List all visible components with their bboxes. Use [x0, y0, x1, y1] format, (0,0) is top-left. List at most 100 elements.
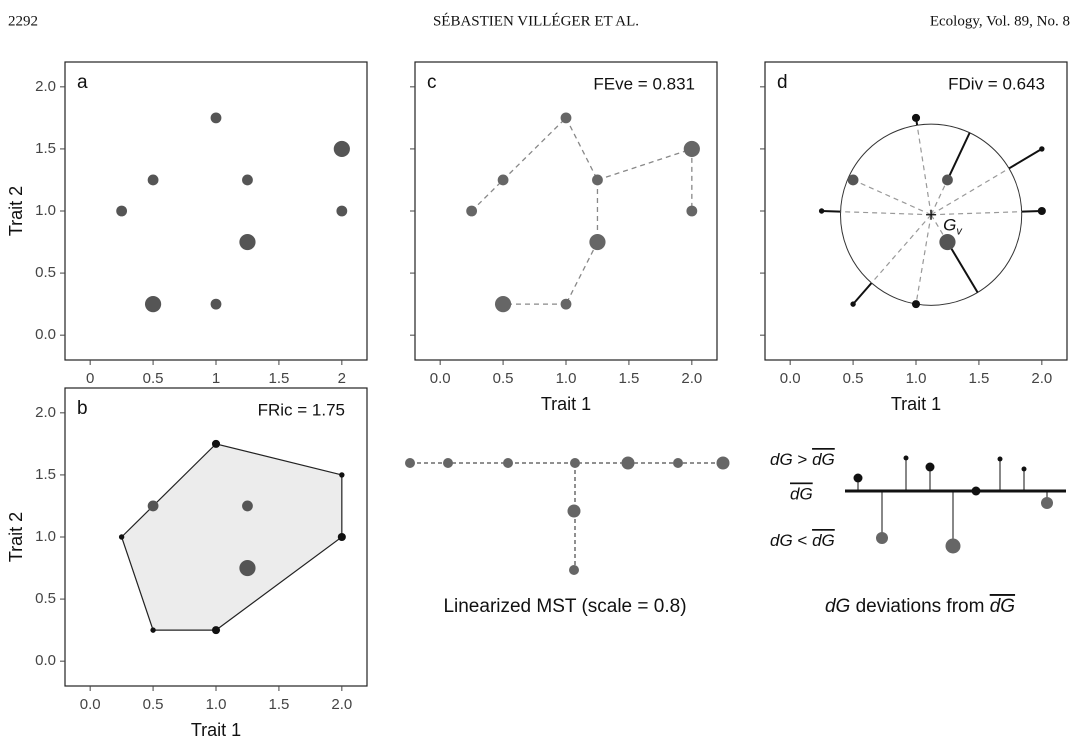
y-tick-label: 0.0 [35, 652, 56, 669]
y-axis-label: Trait 2 [6, 512, 26, 562]
species-point [239, 233, 256, 251]
deviation-line [821, 210, 841, 213]
deviation-line [1008, 148, 1043, 170]
dg-diagram: dG > dG dG dG < dG dG deviations from dG [770, 450, 1066, 617]
x-axis-label: Trait 1 [541, 394, 591, 414]
species-point [497, 174, 509, 186]
node [570, 458, 580, 468]
g-sub: v [956, 226, 963, 238]
panel-b: b FRic = 1.75 0.0 0.5 1.0 1.5 2.0 0.0 0.5 1.0 1.5 2… [6, 387, 368, 740]
journal: Ecology, Vol. 89, No. 8 [930, 13, 1070, 29]
node [716, 456, 730, 470]
x-tick-label: 1.5 [618, 370, 639, 387]
node [567, 504, 581, 518]
species-point [560, 112, 572, 124]
dg-mean: dG [812, 450, 835, 469]
panel-label: d [777, 72, 788, 93]
x-tick-label: 0.5 [143, 370, 164, 387]
species-point [686, 205, 698, 217]
panel-label: b [77, 398, 88, 419]
g-label: G [943, 216, 956, 235]
node [621, 456, 635, 470]
y-tick-label: 2.0 [35, 78, 56, 95]
y-axis-label: Trait 2 [6, 186, 26, 236]
species-point [592, 174, 603, 186]
species-point [589, 233, 606, 251]
mst-edge [565, 117, 599, 181]
deviation-line [852, 282, 873, 305]
species-point [118, 534, 125, 540]
plot-frame [414, 61, 718, 361]
species-point [150, 627, 156, 633]
species-point [210, 112, 222, 124]
node [1041, 497, 1053, 509]
x-tick-label: 1.5 [268, 370, 289, 387]
species-point [1039, 146, 1045, 152]
x-tick-label: 1.5 [268, 696, 289, 713]
panel-d: d FDiv = 0.643 0.0 0.5 1.0 1.5 2.0 Trait 1 Gv [760, 61, 1068, 414]
x-tick-label: 2.0 [331, 696, 352, 713]
distance-line [930, 148, 1043, 216]
node [903, 455, 909, 461]
dg: dG [770, 531, 793, 550]
species-point [242, 500, 253, 512]
dg-caption: dG deviations from dG [825, 596, 1015, 617]
mean-distance-circle [840, 123, 1023, 306]
species-point [683, 140, 700, 158]
x-axis-label: Trait 1 [891, 394, 941, 414]
species-point [818, 208, 825, 214]
gravity-center [926, 209, 937, 220]
species-point [939, 233, 956, 251]
node [673, 458, 683, 468]
plot-frame [64, 61, 368, 361]
distance-line [915, 117, 932, 215]
x-tick-label: 2.0 [681, 370, 702, 387]
species-point [850, 301, 856, 307]
distance-line [852, 214, 932, 305]
species-point [1037, 206, 1046, 216]
species-point [336, 205, 348, 217]
dg: dG [770, 450, 793, 469]
op: < [793, 531, 812, 550]
mst-caption: Linearized MST (scale = 0.8) [443, 596, 686, 617]
species-point [116, 205, 128, 217]
mst-edge [502, 117, 567, 181]
mst-diagram: Linearized MST (scale = 0.8) [405, 456, 730, 617]
node [971, 486, 981, 496]
caption-text: deviations from [850, 596, 989, 617]
gravity-center-label: Gv [943, 216, 963, 237]
species-point [466, 205, 478, 217]
panel-c: c FEve = 0.831 0.0 0.5 1.0 1.5 2.0 Trait 1 [410, 61, 718, 414]
species-point [147, 174, 159, 186]
node [945, 538, 961, 554]
species-point [333, 140, 350, 158]
species-point [210, 298, 222, 310]
convex-hull [120, 443, 343, 631]
species-point [144, 296, 162, 313]
species-point [494, 296, 512, 313]
node [405, 458, 415, 468]
node [443, 458, 453, 468]
species-point [942, 174, 953, 186]
species-point [239, 559, 256, 577]
node [853, 473, 863, 483]
panel-label: c [427, 72, 437, 93]
y-tick-label: 0.0 [35, 326, 56, 343]
distance-line [852, 179, 932, 216]
dg-mean: dG [812, 531, 835, 550]
panel-label: a [77, 72, 88, 93]
node [997, 456, 1003, 462]
species-point [242, 174, 253, 186]
node [503, 458, 513, 468]
stat-annotation: FRic = 1.75 [258, 400, 345, 419]
dg-below: dG < dG [770, 531, 835, 550]
x-tick-label: 1.5 [968, 370, 989, 387]
species-point [211, 626, 221, 635]
x-tick-label: 0.0 [780, 370, 801, 387]
species-point [911, 300, 921, 309]
y-tick-label: 2.0 [35, 404, 56, 421]
species-point [560, 298, 572, 310]
node [876, 532, 888, 544]
x-tick-label: 1.0 [906, 370, 927, 387]
